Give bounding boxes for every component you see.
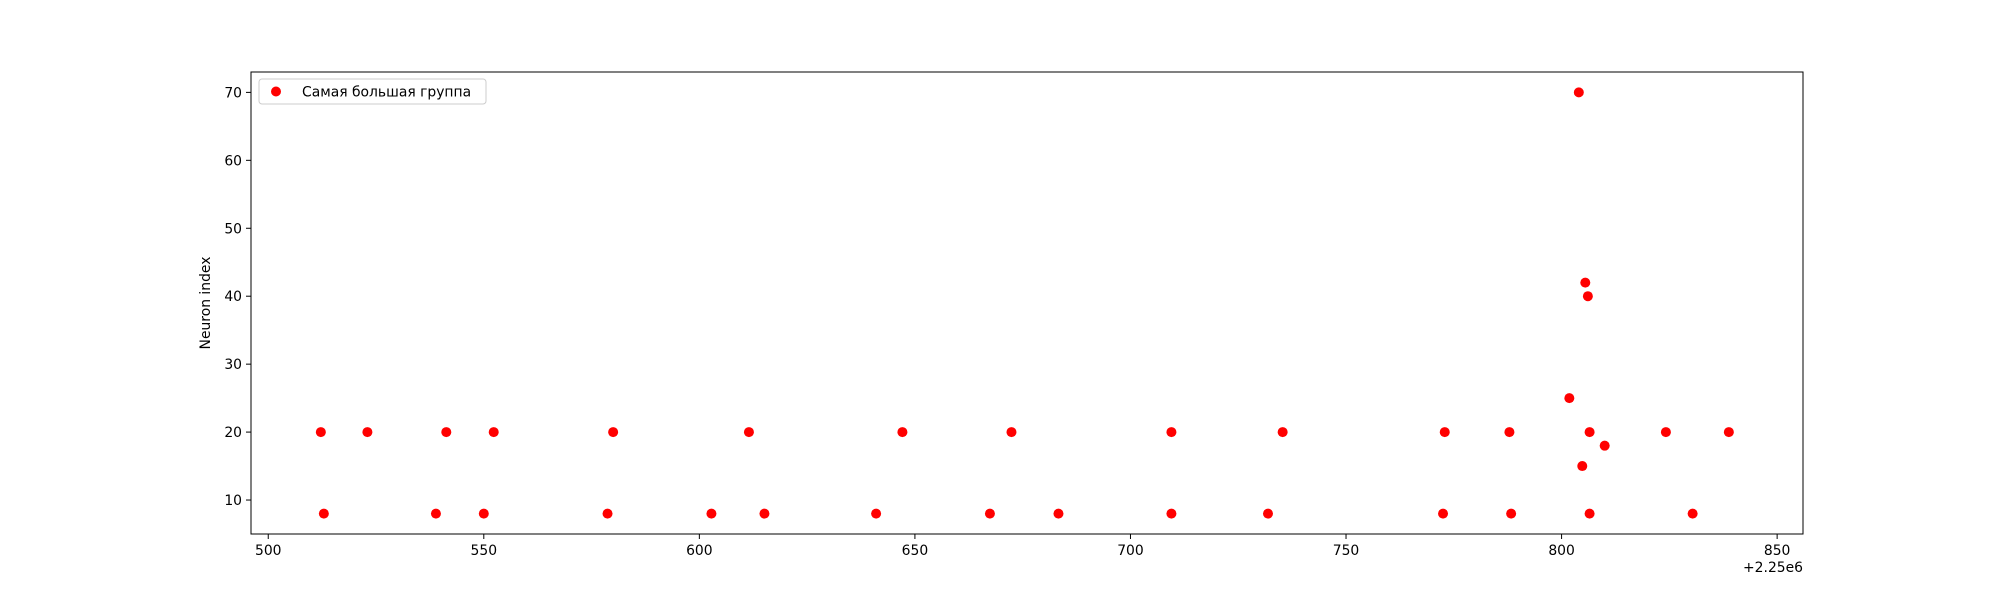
legend-label: Самая большая группа bbox=[302, 85, 471, 101]
legend-marker bbox=[271, 86, 281, 97]
y-tick-label: 70 bbox=[224, 85, 242, 101]
x-tick-label: 600 bbox=[686, 543, 713, 559]
y-axis: 10 20 30 40 50 60 70 bbox=[224, 85, 251, 509]
legend-box bbox=[258, 78, 487, 105]
data-point bbox=[602, 508, 613, 519]
data-point bbox=[1006, 427, 1017, 438]
x-tick-label: 700 bbox=[1117, 543, 1144, 559]
x-axis-offset-label: +2.25e6 bbox=[1743, 560, 1803, 576]
data-point bbox=[362, 427, 373, 438]
data-point bbox=[1504, 427, 1515, 438]
data-point bbox=[1577, 461, 1588, 472]
data-point bbox=[743, 427, 754, 438]
y-tick-label: 20 bbox=[224, 425, 242, 441]
data-point bbox=[1723, 427, 1734, 438]
data-point bbox=[1599, 440, 1610, 451]
data-point bbox=[1564, 393, 1575, 404]
data-point bbox=[1439, 427, 1450, 438]
x-axis: 500 550 600 650 700 750 800 850 bbox=[255, 534, 1790, 559]
data-point bbox=[1584, 508, 1595, 519]
y-tick-label: 30 bbox=[224, 357, 242, 373]
y-tick-label: 40 bbox=[224, 289, 242, 305]
data-point bbox=[488, 427, 499, 438]
data-point bbox=[1166, 508, 1177, 519]
y-axis-label: Neuron index bbox=[198, 257, 214, 350]
data-point bbox=[759, 508, 770, 519]
data-point bbox=[1506, 508, 1517, 519]
data-point bbox=[608, 427, 619, 438]
x-tick-label: 500 bbox=[255, 543, 282, 559]
legend: Самая большая группа bbox=[258, 78, 487, 105]
data-point bbox=[1053, 508, 1064, 519]
y-tick-label: 10 bbox=[224, 493, 242, 509]
x-tick-label: 550 bbox=[471, 543, 498, 559]
data-point bbox=[897, 427, 908, 438]
data-points bbox=[315, 87, 1734, 519]
data-point bbox=[1584, 427, 1595, 438]
data-point bbox=[706, 508, 717, 519]
plot-area bbox=[250, 71, 1804, 535]
plot-frame bbox=[250, 71, 1804, 535]
data-point bbox=[441, 427, 452, 438]
x-tick-label: 750 bbox=[1333, 543, 1360, 559]
data-point bbox=[430, 508, 441, 519]
data-point bbox=[1660, 427, 1671, 438]
data-point bbox=[1573, 87, 1584, 98]
data-point bbox=[315, 427, 326, 438]
x-tick-label: 650 bbox=[902, 543, 929, 559]
data-point bbox=[1580, 277, 1591, 288]
y-tick-label: 50 bbox=[224, 221, 242, 237]
data-point bbox=[1262, 508, 1273, 519]
x-tick-label: 850 bbox=[1764, 543, 1791, 559]
data-point bbox=[1582, 291, 1593, 302]
data-point bbox=[478, 508, 489, 519]
x-tick-label: 800 bbox=[1548, 543, 1575, 559]
data-point bbox=[318, 508, 329, 519]
y-tick-label: 60 bbox=[224, 153, 242, 169]
data-point bbox=[1438, 508, 1449, 519]
data-point bbox=[871, 508, 882, 519]
data-point bbox=[984, 508, 995, 519]
data-point bbox=[1166, 427, 1177, 438]
data-point bbox=[1277, 427, 1288, 438]
data-point bbox=[1687, 508, 1698, 519]
